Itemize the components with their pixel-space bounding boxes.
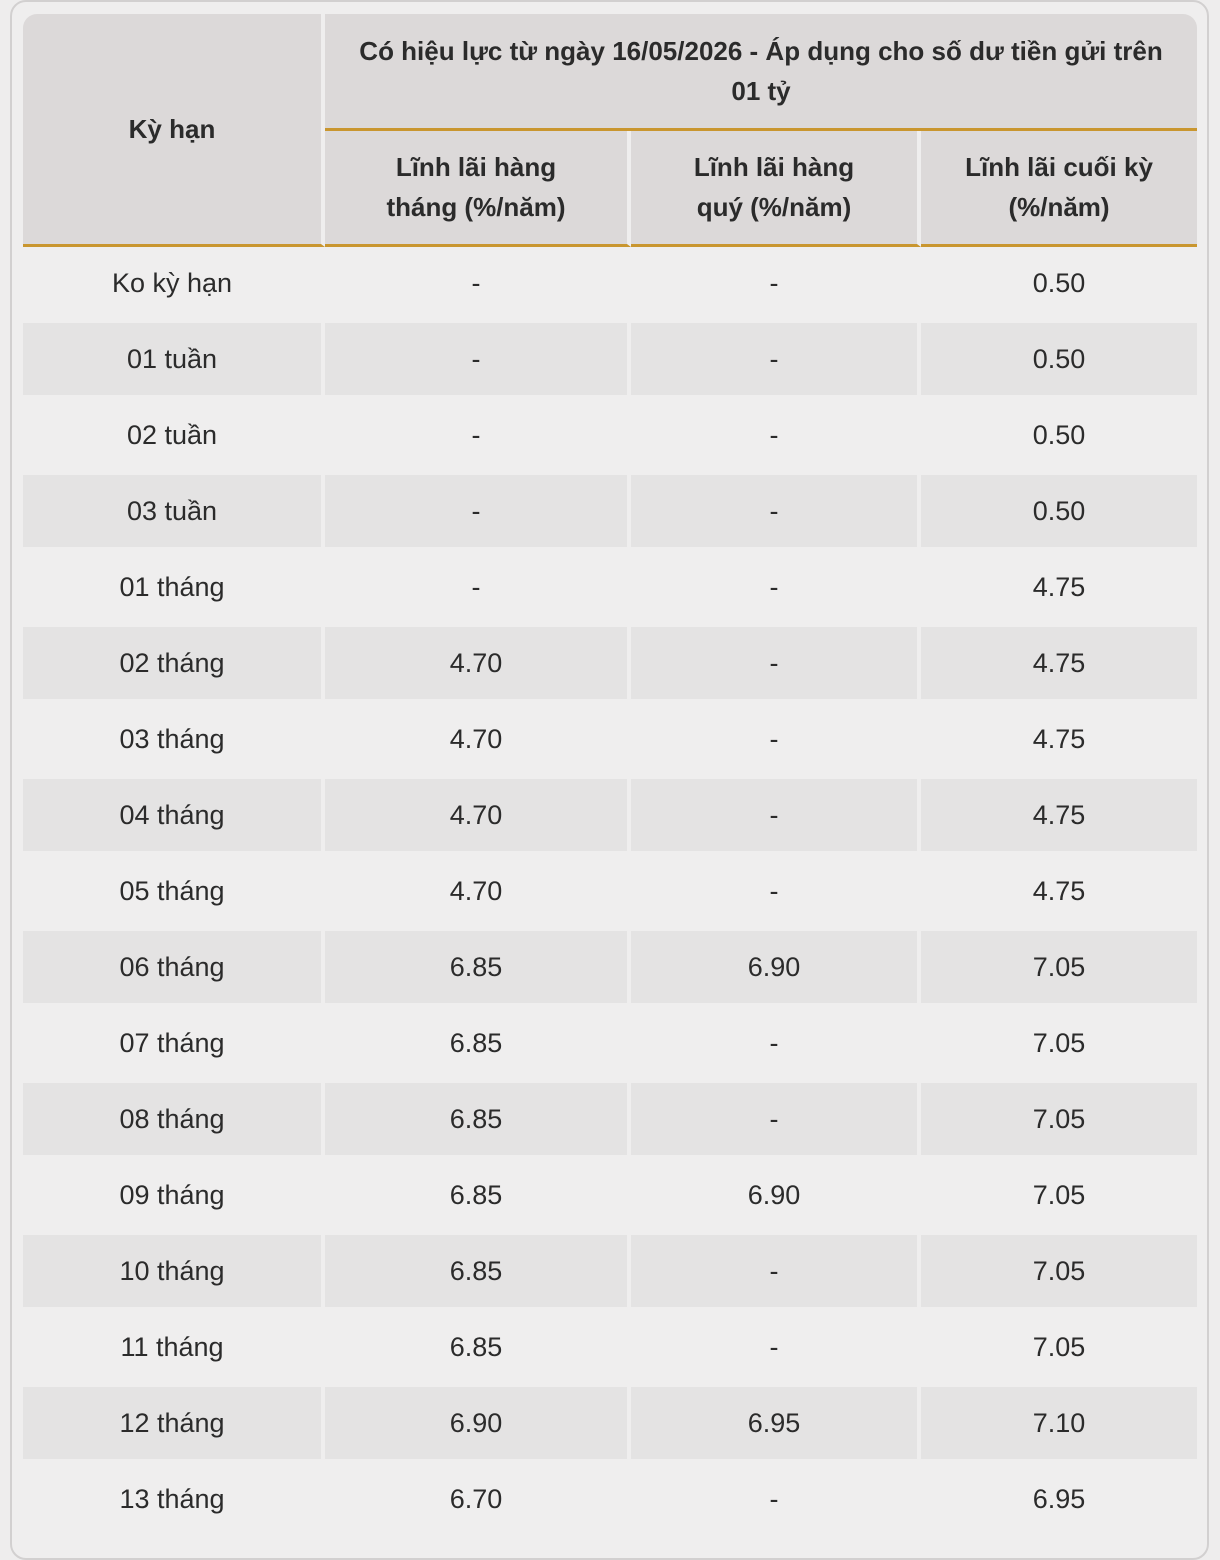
table-header: Kỳ hạn Có hiệu lực từ ngày 16/05/2026 - … <box>23 14 1198 247</box>
table-row: 13 tháng 6.70-6.95 <box>23 1463 1198 1539</box>
cell-term: Ko kỳ hạn <box>23 247 325 323</box>
cell-term: 01 tuần <box>23 323 325 399</box>
header-effective-date: Có hiệu lực từ ngày 16/05/2026 - Áp dụng… <box>325 14 1198 131</box>
table-row: 04 tháng 4.70-4.75 <box>23 779 1198 855</box>
header-monthly-interest: Lĩnh lãi hàng tháng (%/năm) <box>325 130 631 247</box>
cell-monthly-rate: - <box>325 475 631 551</box>
table-row: 07 tháng 6.85-7.05 <box>23 1007 1198 1083</box>
cell-quarterly-rate: - <box>631 1007 921 1083</box>
table-row: 02 tháng 4.70-4.75 <box>23 627 1198 703</box>
cell-monthly-rate: 6.85 <box>325 1235 631 1311</box>
cell-end-term-rate: 7.10 <box>921 1387 1198 1463</box>
table-row: 11 tháng 6.85-7.05 <box>23 1311 1198 1387</box>
cell-end-term-rate: 4.75 <box>921 779 1198 855</box>
cell-term: 02 tháng <box>23 627 325 703</box>
cell-term: 01 tháng <box>23 551 325 627</box>
table-row: 12 tháng 6.90 6.95 7.10 <box>23 1387 1198 1463</box>
cell-monthly-rate: 6.85 <box>325 1159 631 1235</box>
cell-monthly-rate: 6.70 <box>325 1463 631 1539</box>
cell-end-term-rate: 0.50 <box>921 323 1198 399</box>
cell-term: 12 tháng <box>23 1387 325 1463</box>
cell-monthly-rate: - <box>325 323 631 399</box>
cell-term: 05 tháng <box>23 855 325 931</box>
cell-end-term-rate: 0.50 <box>921 247 1198 323</box>
cell-end-term-rate: 7.05 <box>921 1235 1198 1311</box>
cell-monthly-rate: 6.85 <box>325 1083 631 1159</box>
header-end-term-interest: Lĩnh lãi cuối kỳ (%/năm) <box>921 130 1198 247</box>
cell-quarterly-rate: - <box>631 1235 921 1311</box>
cell-end-term-rate: 4.75 <box>921 551 1198 627</box>
cell-term: 03 tháng <box>23 703 325 779</box>
cell-term: 09 tháng <box>23 1159 325 1235</box>
cell-quarterly-rate: - <box>631 247 921 323</box>
cell-monthly-rate: 6.85 <box>325 931 631 1007</box>
cell-term: 07 tháng <box>23 1007 325 1083</box>
cell-term: 13 tháng <box>23 1463 325 1539</box>
cell-term: 03 tuần <box>23 475 325 551</box>
cell-quarterly-rate: - <box>631 627 921 703</box>
header-term: Kỳ hạn <box>23 14 325 247</box>
cell-end-term-rate: 7.05 <box>921 1007 1198 1083</box>
cell-end-term-rate: 7.05 <box>921 931 1198 1007</box>
cell-monthly-rate: 6.85 <box>325 1311 631 1387</box>
table-row: 06 tháng 6.85 6.90 7.05 <box>23 931 1198 1007</box>
cell-term: 04 tháng <box>23 779 325 855</box>
cell-monthly-rate: 4.70 <box>325 779 631 855</box>
cell-term: 11 tháng <box>23 1311 325 1387</box>
cell-quarterly-rate: - <box>631 855 921 931</box>
cell-monthly-rate: 4.70 <box>325 855 631 931</box>
cell-quarterly-rate: 6.90 <box>631 931 921 1007</box>
cell-quarterly-rate: - <box>631 779 921 855</box>
cell-end-term-rate: 4.75 <box>921 855 1198 931</box>
cell-term: 10 tháng <box>23 1235 325 1311</box>
cell-end-term-rate: 7.05 <box>921 1159 1198 1235</box>
cell-quarterly-rate: - <box>631 1463 921 1539</box>
cell-term: 08 tháng <box>23 1083 325 1159</box>
cell-quarterly-rate: - <box>631 1083 921 1159</box>
table-row: 01 tháng - -4.75 <box>23 551 1198 627</box>
cell-monthly-rate: - <box>325 247 631 323</box>
cell-term: 06 tháng <box>23 931 325 1007</box>
table-row: 02 tuần - -0.50 <box>23 399 1198 475</box>
table-row: 09 tháng 6.85 6.90 7.05 <box>23 1159 1198 1235</box>
table-row: 10 tháng 6.85-7.05 <box>23 1235 1198 1311</box>
cell-end-term-rate: 4.75 <box>921 627 1198 703</box>
interest-rate-table: Kỳ hạn Có hiệu lực từ ngày 16/05/2026 - … <box>23 14 1198 1539</box>
cell-end-term-rate: 7.05 <box>921 1083 1198 1159</box>
cell-monthly-rate: 6.85 <box>325 1007 631 1083</box>
cell-end-term-rate: 6.95 <box>921 1463 1198 1539</box>
table-row: Ko kỳ hạn - -0.50 <box>23 247 1198 323</box>
cell-quarterly-rate: - <box>631 703 921 779</box>
cell-quarterly-rate: - <box>631 475 921 551</box>
cell-monthly-rate: - <box>325 551 631 627</box>
cell-end-term-rate: 7.05 <box>921 1311 1198 1387</box>
cell-quarterly-rate: - <box>631 1311 921 1387</box>
cell-quarterly-rate: 6.95 <box>631 1387 921 1463</box>
cell-quarterly-rate: - <box>631 399 921 475</box>
cell-end-term-rate: 0.50 <box>921 475 1198 551</box>
cell-quarterly-rate: - <box>631 323 921 399</box>
header-quarterly-interest: Lĩnh lãi hàng quý (%/năm) <box>631 130 921 247</box>
table-body: Ko kỳ hạn - -0.50 01 tuần - -0.50 02 tuần - -0.5… <box>23 247 1198 1539</box>
cell-monthly-rate: 4.70 <box>325 703 631 779</box>
cell-end-term-rate: 4.75 <box>921 703 1198 779</box>
cell-monthly-rate: 4.70 <box>325 627 631 703</box>
table-row: 03 tháng 4.70-4.75 <box>23 703 1198 779</box>
table-row: 01 tuần - -0.50 <box>23 323 1198 399</box>
cell-end-term-rate: 0.50 <box>921 399 1198 475</box>
cell-monthly-rate: 6.90 <box>325 1387 631 1463</box>
cell-term: 02 tuần <box>23 399 325 475</box>
table-row: 03 tuần - -0.50 <box>23 475 1198 551</box>
cell-quarterly-rate: 6.90 <box>631 1159 921 1235</box>
cell-monthly-rate: - <box>325 399 631 475</box>
cell-quarterly-rate: - <box>631 551 921 627</box>
table-row: 05 tháng 4.70-4.75 <box>23 855 1198 931</box>
table-row: 08 tháng 6.85-7.05 <box>23 1083 1198 1159</box>
